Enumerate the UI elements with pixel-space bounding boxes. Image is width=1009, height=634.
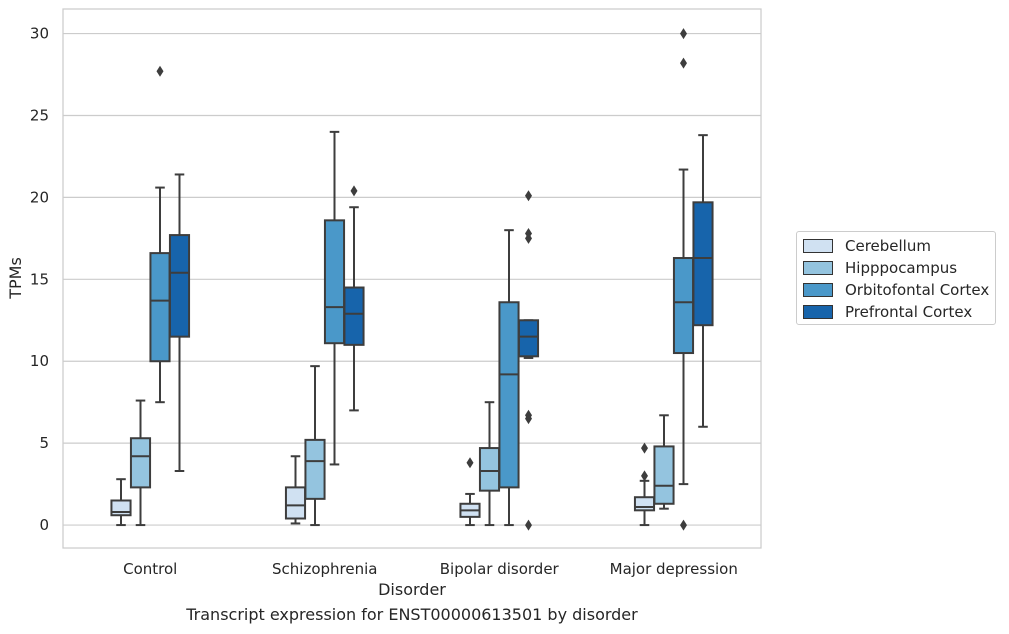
outlier-point <box>525 227 532 239</box>
x-tick-label: Control <box>123 560 177 578</box>
box <box>168 234 191 338</box>
outlier-point <box>525 519 532 531</box>
outlier-point <box>680 519 687 531</box>
y-tick-label: 15 <box>30 270 49 288</box>
outlier-point <box>466 457 474 469</box>
y-tick-label: 20 <box>30 188 49 206</box>
legend-label: Orbitofontal Cortex <box>845 281 990 299</box>
box <box>284 486 307 520</box>
box <box>110 499 132 517</box>
legend-item-prefrontal: Prefrontal Cortex <box>803 301 972 323</box>
outlier-point <box>525 409 532 421</box>
y-axis-label: TPMs <box>6 257 25 300</box>
x-tick-labels: Control Schizophrenia Bipolar disorder Majo… <box>123 560 738 578</box>
x-axis-label: Disorder <box>378 580 446 599</box>
legend-item-orbitofrontal: Orbitofontal Cortex <box>803 279 989 301</box>
legend-swatch-orbitofrontal <box>803 283 833 297</box>
outlier-point <box>641 470 648 482</box>
legend-label: Hipppocampus <box>845 259 958 277</box>
legend-label: Cerebellum <box>845 237 931 255</box>
box <box>692 201 714 327</box>
box <box>343 286 365 346</box>
box <box>653 445 675 505</box>
outlier-point <box>350 185 358 197</box>
y-tick-label: 5 <box>39 434 49 452</box>
x-tick-label: Bipolar disorder <box>440 560 560 578</box>
box-series-0 <box>110 442 656 527</box>
x-tick-label: Schizophrenia <box>272 560 377 578</box>
legend-item-cerebellum: Cerebellum <box>803 235 931 257</box>
legend-swatch-cerebellum <box>803 239 833 253</box>
figure-caption: Transcript expression for ENST0000061350… <box>186 605 638 624</box>
box <box>304 438 326 500</box>
y-tick-label: 25 <box>30 106 49 124</box>
y-tick-label: 0 <box>39 516 49 534</box>
box-series-3 <box>168 134 714 531</box>
box <box>323 219 346 345</box>
outlier-point <box>680 28 687 40</box>
box <box>149 252 171 363</box>
box <box>517 319 540 358</box>
box-series-2 <box>149 28 695 531</box>
y-tick-label: 10 <box>30 352 49 370</box>
y-tick-labels: 0 5 10 15 20 25 30 <box>30 25 49 534</box>
box <box>672 257 695 355</box>
outlier-point <box>525 190 532 202</box>
box <box>498 301 520 489</box>
y-tick-label: 30 <box>30 25 49 43</box>
x-tick-label: Major depression <box>610 560 738 578</box>
box <box>633 496 656 512</box>
legend: Cerebellum Hipppocampus Orbitofontal Cor… <box>796 231 996 325</box>
outlier-point <box>156 65 164 77</box>
legend-swatch-hippocampus <box>803 261 833 275</box>
box <box>129 437 152 489</box>
outlier-point <box>641 442 648 454</box>
box-series <box>110 28 714 531</box>
legend-item-hippocampus: Hipppocampus <box>803 257 957 279</box>
legend-label: Prefrontal Cortex <box>845 303 973 321</box>
box <box>478 447 501 492</box>
box-series-1 <box>129 365 675 527</box>
outlier-point <box>680 57 687 69</box>
legend-swatch-prefrontal <box>803 305 833 319</box>
